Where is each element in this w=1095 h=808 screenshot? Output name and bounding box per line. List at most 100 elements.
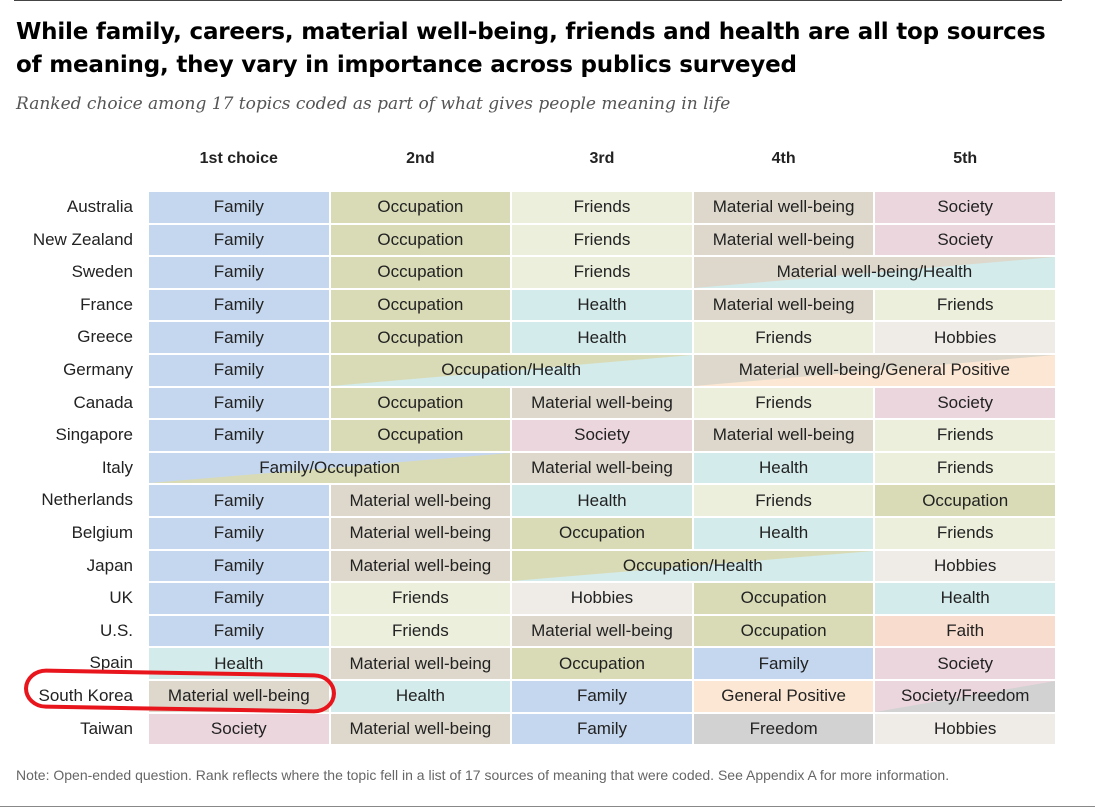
- rank-cell: Material well-being: [692, 223, 875, 257]
- rank-cell: Occupation: [874, 484, 1056, 517]
- rank-cell: Material well-being: [329, 484, 512, 517]
- rank-cell: Family: [148, 191, 330, 224]
- rank-cell: Friends: [511, 223, 693, 257]
- country-label: Taiwan: [80, 718, 133, 738]
- rank-cell: Family: [148, 321, 330, 354]
- rank-cell: Material well-being: [329, 549, 512, 583]
- rank-cell: Occupation: [692, 614, 875, 648]
- bottom-rule: [0, 806, 1095, 807]
- rank-cell: Friends: [874, 288, 1056, 322]
- rank-cell: Material well-being/Health: [692, 256, 1056, 289]
- rank-cell: Friends: [874, 451, 1056, 485]
- rank-cell: Occupation: [329, 256, 512, 289]
- rank-cell: Family: [148, 288, 330, 322]
- rank-cell: Health: [511, 484, 693, 517]
- rank-cell: Health: [148, 647, 330, 680]
- rank-cell: Occupation: [692, 582, 875, 615]
- rank-cell: Material well-being: [329, 647, 512, 680]
- rank-cell: Friends: [874, 419, 1056, 452]
- rank-cell: Freedom: [692, 712, 875, 746]
- rank-cell: Society/Freedom: [874, 680, 1056, 713]
- rank-cell: Occupation: [329, 191, 512, 224]
- rank-cell: Occupation: [329, 386, 512, 420]
- column-header: 1st choice: [199, 150, 278, 167]
- rank-cell: Family: [148, 517, 330, 550]
- rank-cell: Health: [692, 517, 875, 550]
- country-label: Italy: [101, 457, 133, 477]
- rank-cell: Material well-being: [511, 451, 693, 485]
- rank-cell: Family: [148, 223, 330, 257]
- country-label: South Korea: [38, 686, 133, 705]
- column-header: 3rd: [589, 150, 615, 167]
- country-label: Spain: [89, 653, 133, 673]
- country-label: Australia: [66, 197, 133, 216]
- rank-cell: Hobbies: [874, 549, 1056, 583]
- rank-cell: Material well-being: [692, 191, 875, 224]
- rank-cell: Society: [511, 419, 693, 452]
- rank-cell: Family: [148, 419, 330, 452]
- chart-subtitle: Ranked choice among 17 topics coded as p…: [16, 94, 731, 114]
- rank-cell: Occupation: [511, 517, 693, 550]
- rank-cell: Family/Occupation: [148, 451, 512, 485]
- rank-cell: General Positive: [692, 680, 875, 713]
- rank-cell: Occupation/Health: [329, 354, 693, 387]
- rank-cell: Material well-being: [692, 288, 875, 322]
- rank-cell: Material well-being: [329, 712, 512, 746]
- column-header: 4th: [771, 150, 796, 167]
- rank-cell: Occupation: [329, 321, 512, 354]
- highlight-annotation-circle: [23, 668, 337, 714]
- rank-cell: Friends: [874, 517, 1056, 550]
- rank-cell: Society: [874, 386, 1056, 420]
- rank-cell: Family: [148, 582, 330, 615]
- country-label: Belgium: [71, 523, 133, 542]
- country-label: New Zealand: [32, 229, 133, 249]
- country-label: Sweden: [71, 262, 133, 282]
- rank-cell: Occupation: [511, 647, 693, 680]
- rank-cell: Family: [148, 354, 330, 387]
- rank-cell: Family: [511, 712, 693, 746]
- rank-cell: Friends: [692, 321, 875, 354]
- rank-cell: Occupation: [329, 419, 512, 452]
- rank-cell: Family: [692, 647, 875, 680]
- rank-cell: Occupation/Health: [511, 549, 875, 583]
- country-label: France: [80, 294, 133, 314]
- rank-cell: Material well-being: [511, 386, 693, 420]
- rank-cell: Health: [511, 288, 693, 322]
- rank-cell: Health: [874, 582, 1056, 615]
- rank-cell: Hobbies: [874, 712, 1056, 746]
- rank-cell: Society: [874, 223, 1056, 257]
- column-header: 5th: [953, 150, 978, 167]
- rank-cell: Material well-being: [511, 614, 693, 648]
- rank-cell: Friends: [511, 191, 693, 224]
- rank-cell: Society: [874, 191, 1056, 224]
- rank-cell: Family: [148, 614, 330, 648]
- rank-cell: Hobbies: [874, 321, 1056, 354]
- country-label: Canada: [73, 392, 133, 412]
- rank-cell: Health: [329, 680, 512, 713]
- rank-cell: Society: [148, 712, 330, 746]
- rank-cell: Family: [148, 256, 330, 289]
- rank-cell: Friends: [329, 582, 512, 615]
- rank-cell: Friends: [511, 256, 693, 289]
- rank-cell: Faith: [874, 614, 1056, 648]
- rank-cell: Material well-being/General Positive: [692, 354, 1056, 387]
- rank-cell: Hobbies: [511, 582, 693, 615]
- rank-cell: Family: [148, 484, 330, 517]
- country-label: U.S.: [99, 620, 133, 640]
- top-rule: [14, 0, 1062, 1]
- country-label: Greece: [77, 327, 133, 347]
- rank-cell: Family: [148, 549, 330, 583]
- country-label: Japan: [86, 555, 133, 575]
- rank-cell: Occupation: [329, 288, 512, 322]
- rank-cell: Family: [511, 680, 693, 713]
- country-label: Singapore: [55, 425, 133, 445]
- rank-cell: Material well-being: [148, 680, 330, 713]
- rank-cell: Material well-being: [692, 419, 875, 452]
- footnote: Note: Open-ended question. Rank reflects…: [16, 767, 950, 783]
- country-label: UK: [109, 588, 133, 608]
- country-label: Germany: [63, 360, 133, 379]
- rank-cell: Health: [511, 321, 693, 354]
- chart-title: While family, careers, material well-bei…: [16, 19, 1046, 78]
- column-header: 2nd: [406, 150, 435, 167]
- rank-cell: Society: [874, 647, 1056, 680]
